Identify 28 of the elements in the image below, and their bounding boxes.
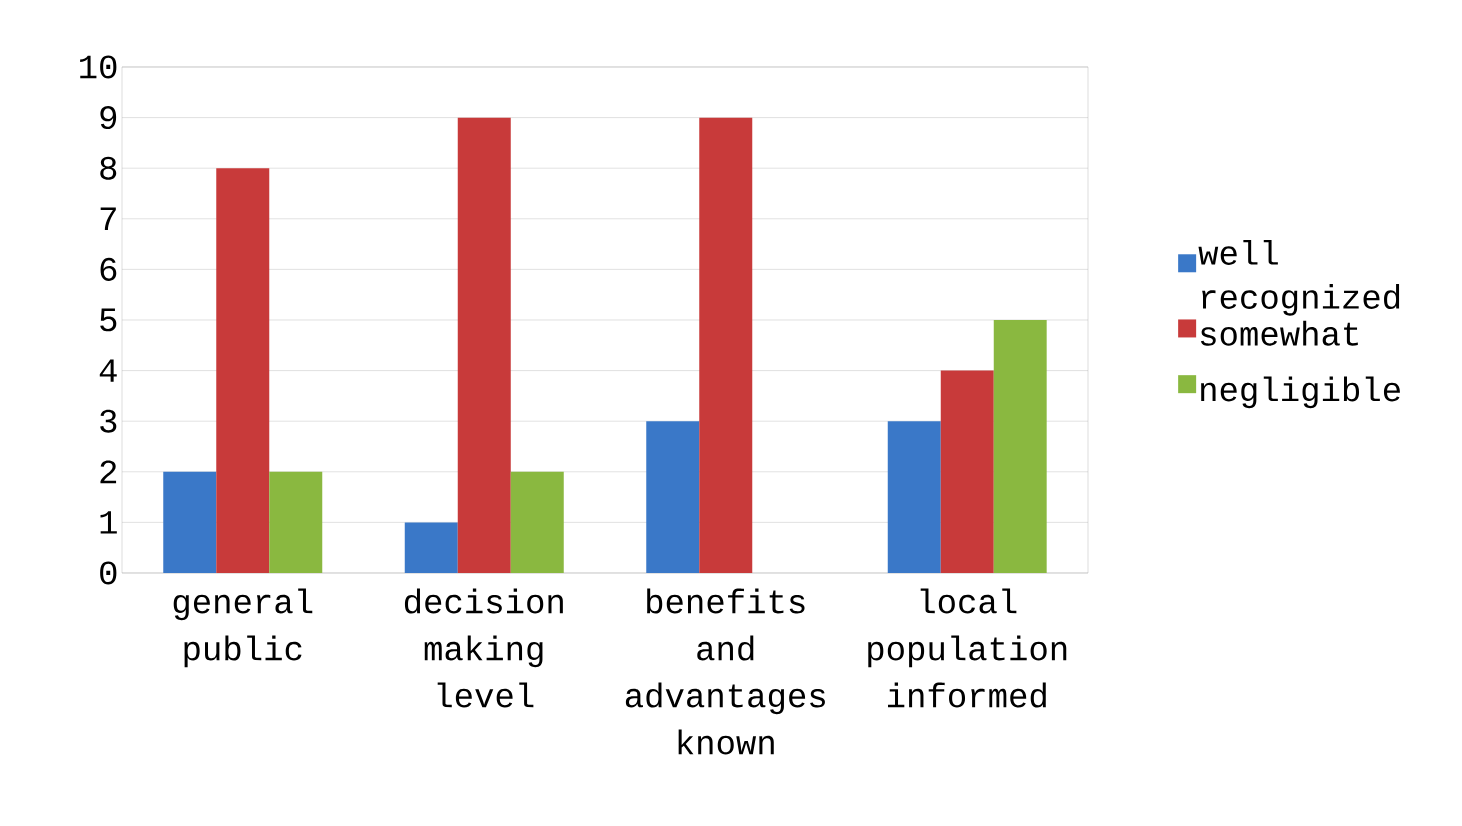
x-tick-label: local population informed [868, 588, 1067, 708]
legend-label: somewhat [1200, 320, 1358, 346]
bar [699, 117, 753, 573]
x-tick-label: decision making level [404, 588, 563, 708]
bar [457, 117, 511, 573]
bar [404, 522, 458, 573]
y-tick-label: 4 [99, 359, 117, 382]
y-tick-label: 8 [100, 156, 117, 180]
bar [940, 370, 994, 573]
x-tick-label: benefits and advantages known [625, 588, 825, 755]
bar [993, 319, 1047, 573]
y-tick-label: 9 [100, 106, 117, 130]
bar [216, 168, 270, 573]
x-tick-label: general public [173, 588, 313, 668]
y-tick-label: 10 [80, 55, 117, 79]
y-tick-label: 2 [100, 460, 117, 484]
bar [887, 421, 941, 573]
y-tick-label: 0 [100, 561, 117, 585]
y-tick-label: 1 [100, 511, 117, 534]
legend-label: negligible [1201, 376, 1400, 409]
y-tick-label: 5 [100, 308, 117, 332]
bar [269, 471, 323, 573]
bar [510, 471, 564, 573]
y-tick-label: 7 [100, 207, 116, 230]
y-tick-label: 3 [100, 409, 117, 433]
bar [163, 471, 217, 573]
y-tick-label: 6 [100, 257, 117, 281]
bar [646, 421, 700, 573]
